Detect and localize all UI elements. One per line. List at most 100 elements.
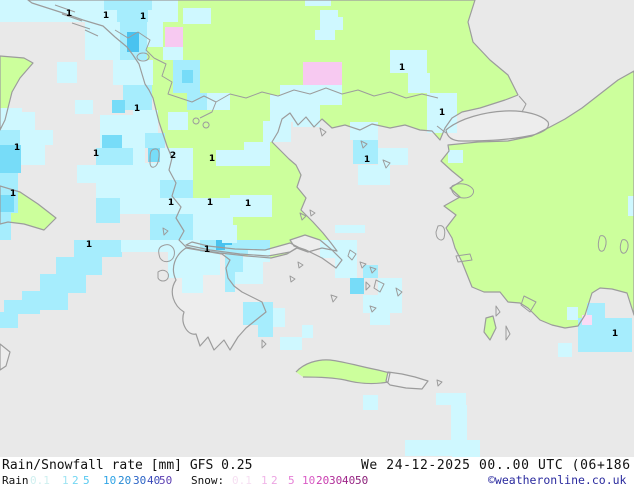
- precip-value-label: 1: [66, 9, 72, 19]
- rain-scale-value: 20: [118, 474, 132, 487]
- precip-cell: [225, 245, 243, 272]
- coastline-detail: [54, 4, 99, 37]
- precip-value-label: 1: [168, 198, 174, 208]
- coastline: [483, 315, 497, 341]
- precip-cell: [451, 405, 467, 440]
- precip-cell: [96, 148, 133, 165]
- precip-cell: [358, 165, 390, 185]
- coastline-detail: [261, 339, 443, 387]
- precip-cell: [280, 85, 342, 105]
- snow-scale-value: 20: [316, 474, 330, 487]
- precip-cell: [20, 112, 35, 130]
- precip-cell: [0, 213, 11, 240]
- precip-cell: [350, 122, 378, 140]
- coastline-detail: [289, 261, 304, 283]
- rain-scale-value: 2: [72, 474, 79, 487]
- precip-cell: [21, 140, 45, 165]
- coastline-detail: [158, 244, 175, 263]
- precip-cell: [350, 278, 364, 294]
- precip-cell: [216, 150, 244, 166]
- snow-scale-value: 40: [342, 474, 356, 487]
- precip-cell: [168, 112, 188, 130]
- precip-value-label: 1: [399, 63, 405, 73]
- precip-cell: [133, 148, 145, 198]
- coastline: [27, 0, 519, 259]
- precip-value-label: 1: [364, 155, 370, 165]
- snow-scale-value: 10: [302, 474, 316, 487]
- precip-cell: [96, 198, 120, 223]
- precip-cell: [113, 60, 153, 85]
- snow-scale-value: 0.1: [232, 474, 252, 487]
- coastline-detail: [319, 127, 391, 169]
- precip-cell: [150, 214, 193, 240]
- coastline: [0, 55, 34, 131]
- map-title: Rain/Snowfall rate [mm] GFS 0.25: [2, 458, 253, 473]
- precip-cell: [363, 395, 378, 410]
- precip-cell: [57, 62, 77, 83]
- precip-cell: [216, 240, 232, 250]
- precip-cell: [40, 274, 86, 293]
- rain-scale-value: 30: [133, 474, 147, 487]
- snow-scale-value: 30: [329, 474, 343, 487]
- precip-cell: [0, 312, 18, 328]
- coastline-detail: [330, 249, 403, 313]
- coastline-detail: [162, 227, 169, 236]
- precip-value-label: 1: [245, 199, 251, 209]
- snow-scale-label: Snow:: [191, 474, 225, 487]
- coastline: [0, 343, 11, 371]
- precip-cell: [558, 343, 572, 357]
- precip-cell: [452, 440, 480, 457]
- precip-value-label: 1: [204, 245, 210, 255]
- precip-cell: [193, 198, 233, 214]
- weather-map-svg: 1 1 1 1 1 1 1 1 2 1 1 1 1 1 1 1 1 1: [0, 0, 634, 457]
- precip-cell: [363, 295, 402, 313]
- precip-cell: [56, 257, 102, 275]
- precip-cell: [408, 73, 430, 93]
- precip-cell: [147, 22, 163, 47]
- coastline-detail: [520, 295, 537, 313]
- precip-cell: [74, 240, 122, 257]
- rain-scale-value: 0.1: [30, 474, 50, 487]
- landmass: [296, 359, 390, 384]
- coastline: [445, 110, 550, 142]
- precip-cell: [0, 130, 21, 145]
- coastline-detail: [153, 57, 181, 99]
- precip-cell: [302, 325, 313, 338]
- snow-cell: [165, 27, 183, 47]
- precip-cell: [335, 258, 357, 278]
- landmass-dry: [290, 235, 342, 268]
- precip-cell: [104, 0, 152, 10]
- precip-value-label: 1: [14, 143, 20, 153]
- precip-cell: [280, 337, 302, 350]
- coastline: [295, 359, 391, 385]
- precip-cell: [0, 195, 14, 212]
- precip-value-label: 1: [93, 149, 99, 159]
- precip-cell: [145, 133, 165, 148]
- precip-cell: [123, 85, 152, 110]
- precip-cell: [436, 393, 466, 405]
- rain-scale-value: 1: [62, 474, 69, 487]
- precip-cell: [117, 10, 148, 22]
- precip-value-label: 1: [10, 189, 16, 199]
- precip-cell: [77, 165, 97, 183]
- coastline: [385, 371, 429, 390]
- precip-cell: [160, 180, 193, 198]
- precip-cell: [305, 0, 331, 6]
- precip-cell: [163, 47, 183, 60]
- coastline-detail: [299, 209, 316, 221]
- precip-cell: [121, 240, 153, 252]
- precip-cell: [335, 225, 365, 233]
- precip-cell: [4, 300, 40, 314]
- rain-scale-value: 50: [159, 474, 173, 487]
- coastline-detail: [597, 235, 629, 254]
- snow-scale-value: 1: [261, 474, 268, 487]
- precip-cell: [353, 140, 378, 164]
- precip-cell: [378, 278, 402, 295]
- snow-scale-value: 50: [355, 474, 369, 487]
- precip-value-label: 1: [207, 198, 213, 208]
- precip-cell: [120, 198, 193, 214]
- precip-cell: [320, 240, 357, 258]
- coastline-detail: [455, 253, 473, 263]
- precip-cell: [222, 225, 237, 243]
